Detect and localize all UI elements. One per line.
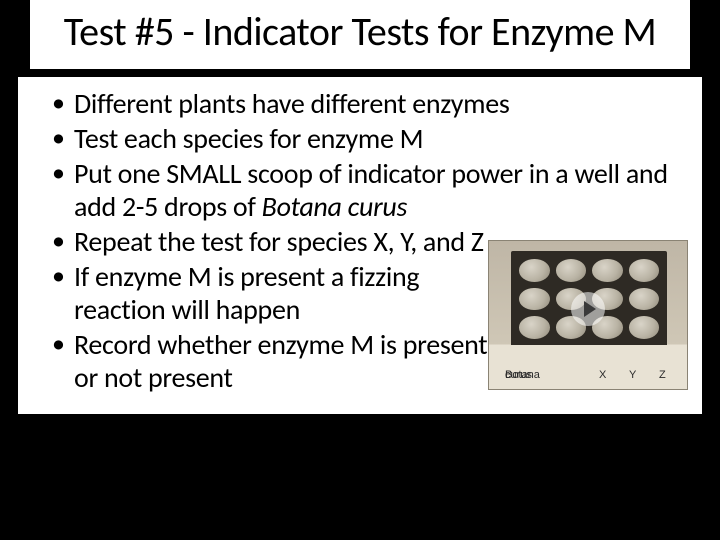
label-x: X <box>599 369 606 381</box>
title-panel: Test #5 - Indicator Tests for Enzyme M <box>30 0 690 69</box>
label-botana-sub: curus <box>505 369 532 381</box>
well <box>519 288 550 311</box>
bullet-item: Put one SMALL scoop of indicator power i… <box>52 157 692 223</box>
bullet-text: Repeat the test for species X, Y, and Z <box>74 224 484 259</box>
slide-title: Test #5 - Indicator Tests for Enzyme M <box>50 10 670 55</box>
well <box>629 316 660 339</box>
bullet-text: Test each species for enzyme M <box>74 121 423 156</box>
bullet-text-italic: Botana curus <box>262 189 407 224</box>
bullet-item: Different plants have different enzymes <box>52 87 692 120</box>
well <box>629 288 660 311</box>
label-z: Z <box>659 369 666 381</box>
well <box>556 259 587 282</box>
slide: Test #5 - Indicator Tests for Enzyme M D… <box>0 0 720 540</box>
well <box>519 316 550 339</box>
bullet-text: Different plants have different enzymes <box>74 86 510 121</box>
bullet-item: Test each species for enzyme M <box>52 122 692 155</box>
bullet-text: Record whether enzyme M is present or no… <box>74 328 494 394</box>
video-thumbnail[interactable]: Botana curus X Y Z <box>488 240 688 390</box>
bullet-text: If enzyme M is present a fizzing reactio… <box>74 260 494 326</box>
body-panel: Different plants have different enzymes … <box>18 77 702 414</box>
label-y: Y <box>629 369 636 381</box>
well <box>629 259 660 282</box>
play-icon[interactable] <box>571 292 605 326</box>
well <box>592 259 623 282</box>
tray-labels: Botana curus X Y Z <box>489 345 687 389</box>
well <box>519 259 550 282</box>
